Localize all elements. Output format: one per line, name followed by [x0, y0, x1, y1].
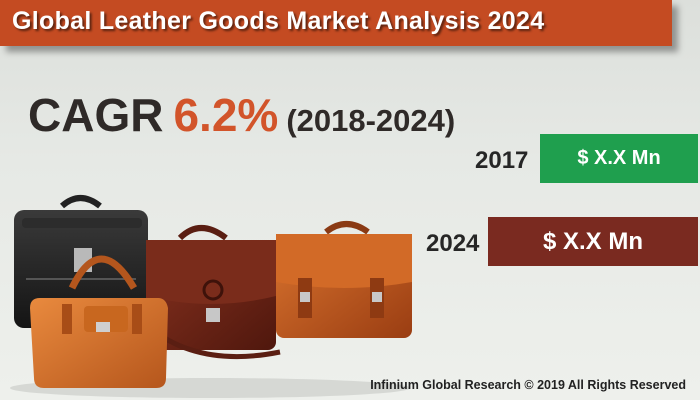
leather-bags-icon	[10, 195, 412, 398]
title-banner: Global Leather Goods Market Analysis 202…	[0, 0, 672, 46]
page-title: Global Leather Goods Market Analysis 202…	[12, 7, 545, 35]
brown-messenger-bag	[146, 225, 281, 359]
year-label-2024: 2024	[426, 230, 480, 257]
year-label-2017: 2017	[475, 147, 529, 174]
cagr-headline: CAGR 6.2% (2018-2024)	[28, 92, 455, 138]
cagr-period: (2018-2024)	[286, 103, 456, 138]
copyright-footer: Infinium Global Research © 2019 All Righ…	[370, 378, 686, 392]
cagr-label: CAGR	[28, 89, 164, 141]
cagr-value: 6.2%	[173, 89, 279, 141]
market-value-2024: $ X.X Mn	[488, 217, 698, 266]
orange-briefcase	[276, 221, 412, 338]
market-value-2017: $ X.X Mn	[540, 134, 698, 183]
tan-handbag	[30, 255, 168, 388]
